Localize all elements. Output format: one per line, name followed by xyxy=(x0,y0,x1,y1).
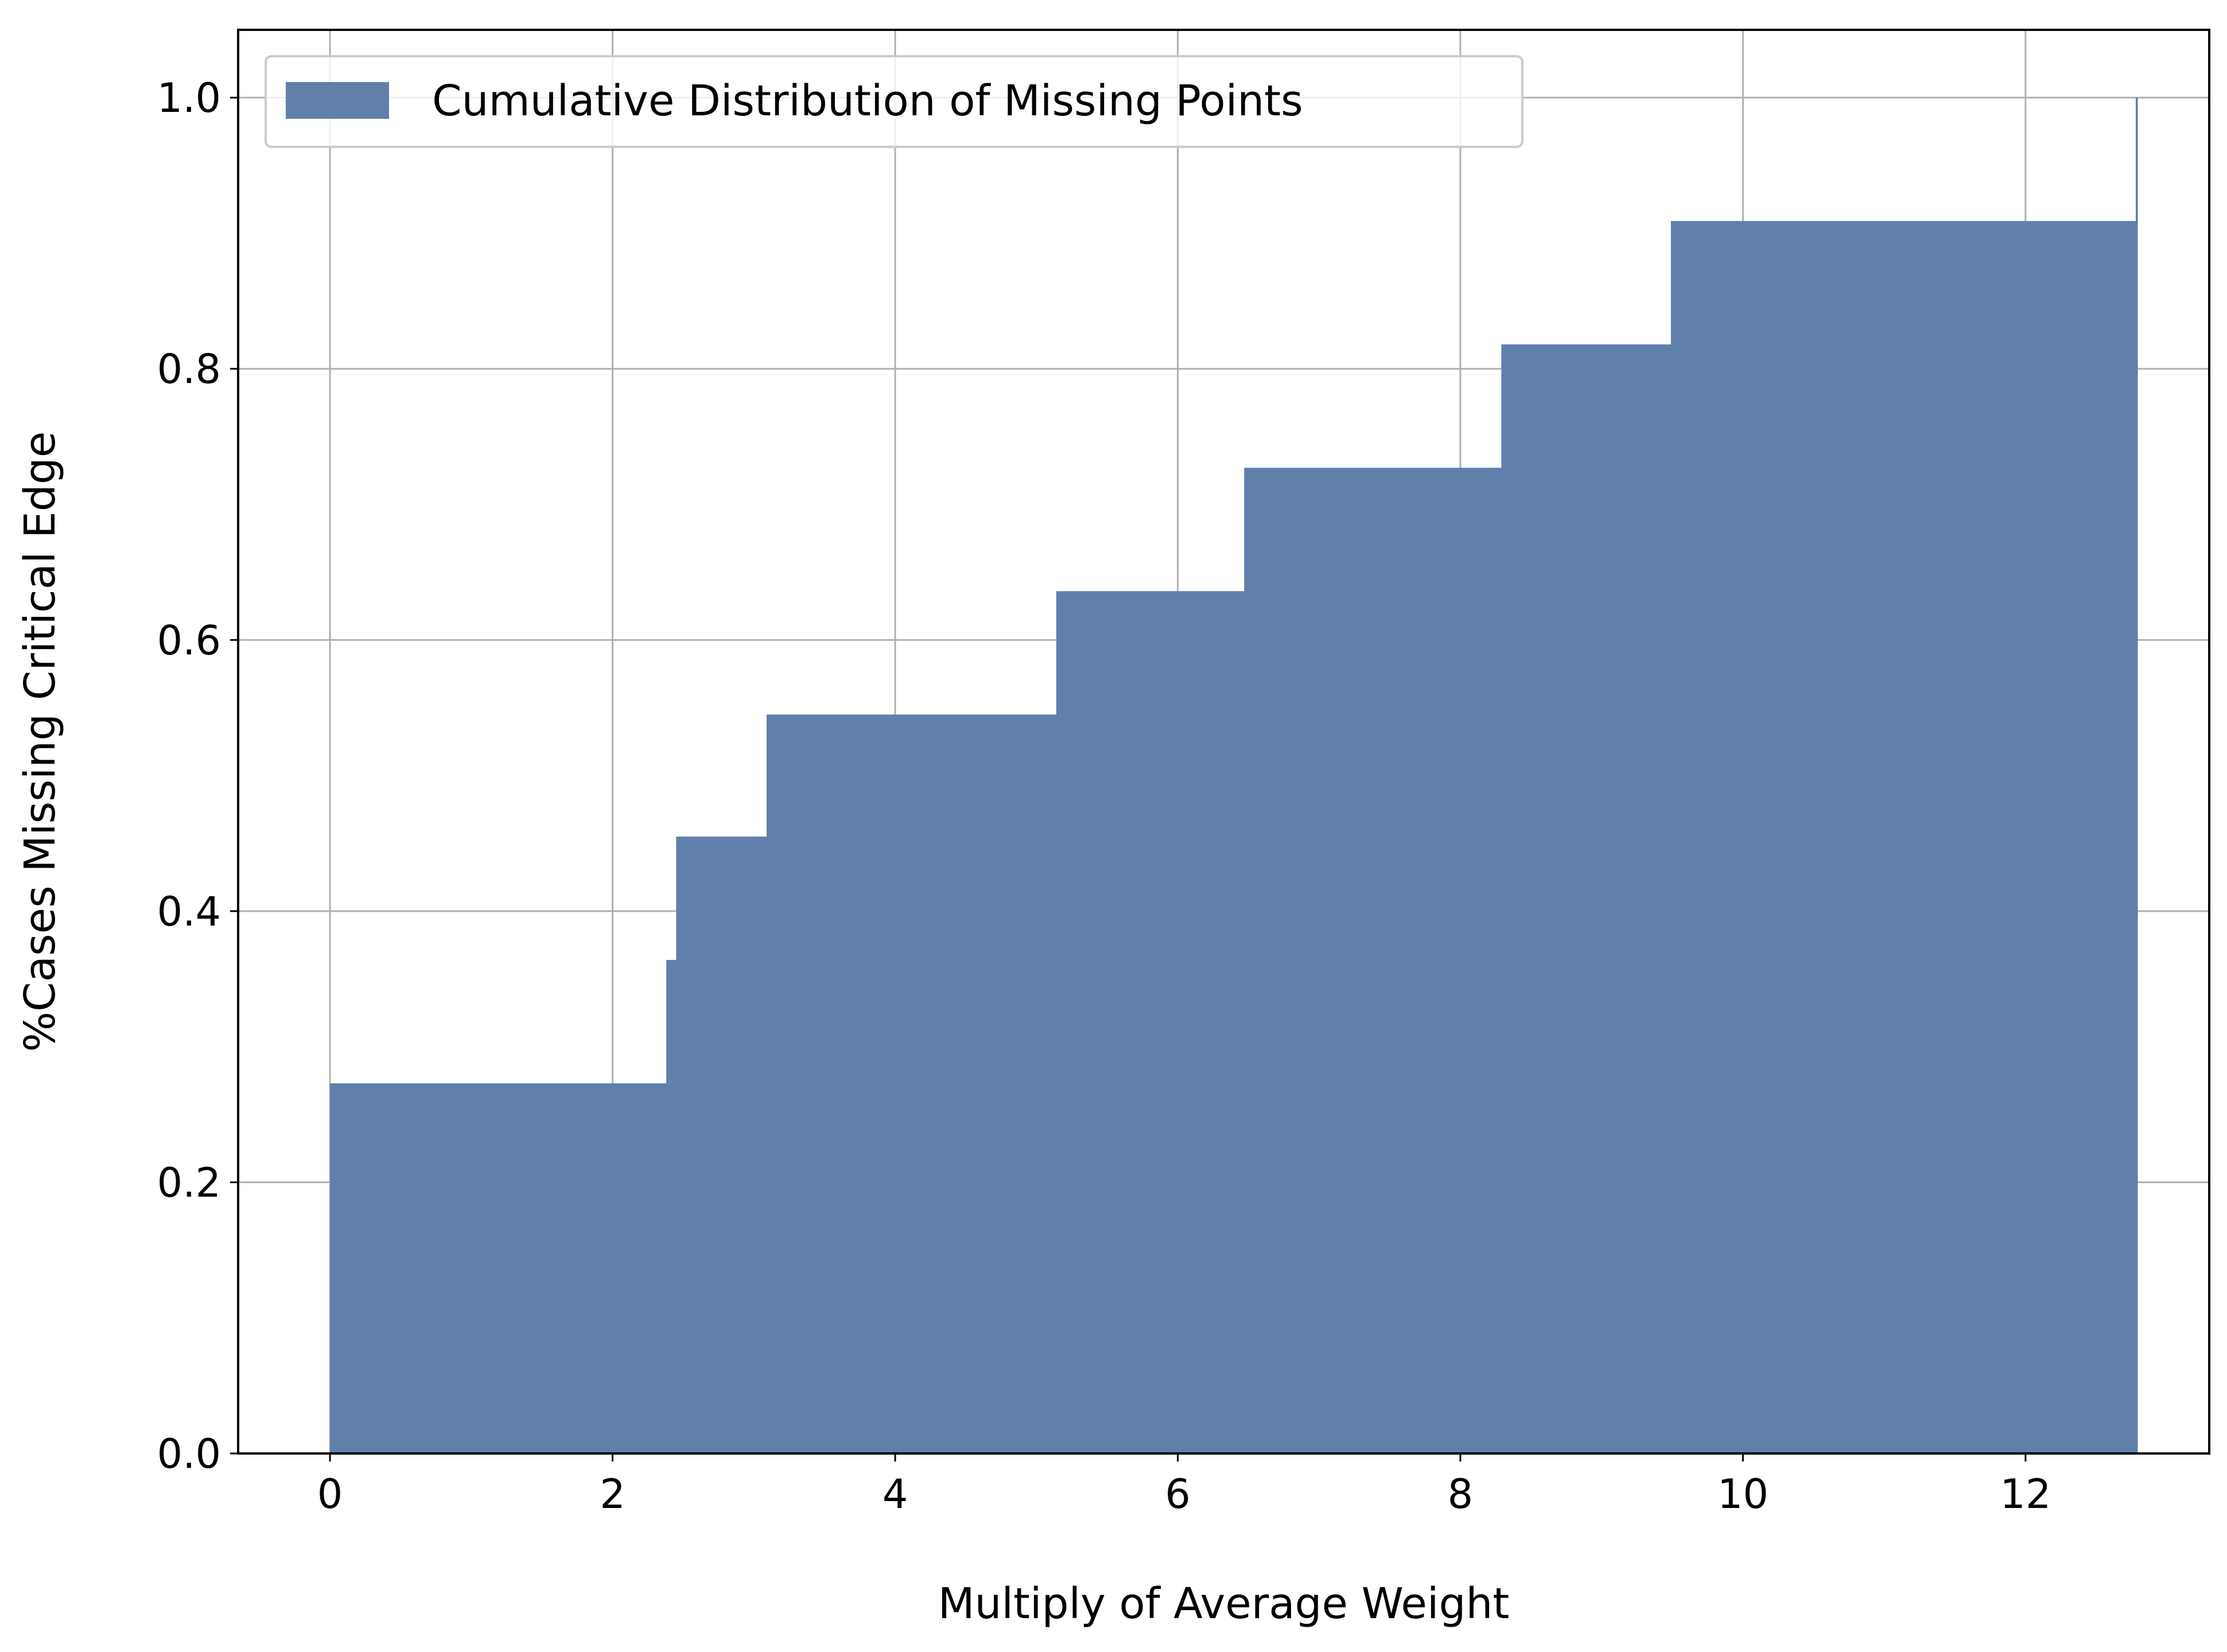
y-tick-label: 0.0 xyxy=(157,1431,221,1478)
x-tick-label: 2 xyxy=(600,1471,625,1518)
x-axis-label: Multiply of Average Weight xyxy=(938,1579,1510,1628)
y-tick-label: 0.8 xyxy=(157,346,221,393)
legend-label: Cumulative Distribution of Missing Point… xyxy=(432,76,1303,126)
y-tick-label: 1.0 xyxy=(157,75,221,122)
step-bar xyxy=(1244,468,1502,1453)
x-tick-label: 6 xyxy=(1165,1471,1191,1518)
step-bar xyxy=(330,1083,667,1453)
legend-swatch xyxy=(286,82,389,119)
y-tick-label: 0.6 xyxy=(157,617,221,664)
x-axis-ticks: 0 2 4 6 8 10 12 xyxy=(317,1453,2051,1518)
x-tick-label: 12 xyxy=(2000,1471,2051,1518)
y-axis-label: %Cases Missing Critical Edge xyxy=(15,432,65,1052)
x-tick-label: 8 xyxy=(1448,1471,1474,1518)
x-tick-label: 4 xyxy=(883,1471,908,1518)
cumulative-area xyxy=(330,98,2138,1454)
y-tick-label: 0.4 xyxy=(157,888,221,935)
step-bar xyxy=(2135,98,2138,1454)
y-tick-label: 0.2 xyxy=(157,1159,221,1206)
legend-box xyxy=(265,55,1523,148)
step-bar xyxy=(766,714,1057,1453)
legend: Cumulative Distribution of Missing Point… xyxy=(265,55,1523,148)
x-tick-label: 10 xyxy=(1717,1471,1769,1518)
y-axis-ticks: 0.0 0.2 0.4 0.6 0.8 1.0 xyxy=(157,75,238,1478)
step-bar xyxy=(666,959,677,1453)
step-bar xyxy=(1056,591,1245,1453)
x-tick-label: 0 xyxy=(317,1471,343,1518)
plot-frame xyxy=(237,29,2210,1455)
step-bar xyxy=(676,836,767,1453)
step-bar xyxy=(1670,221,2136,1454)
step-bar xyxy=(1501,344,1672,1453)
